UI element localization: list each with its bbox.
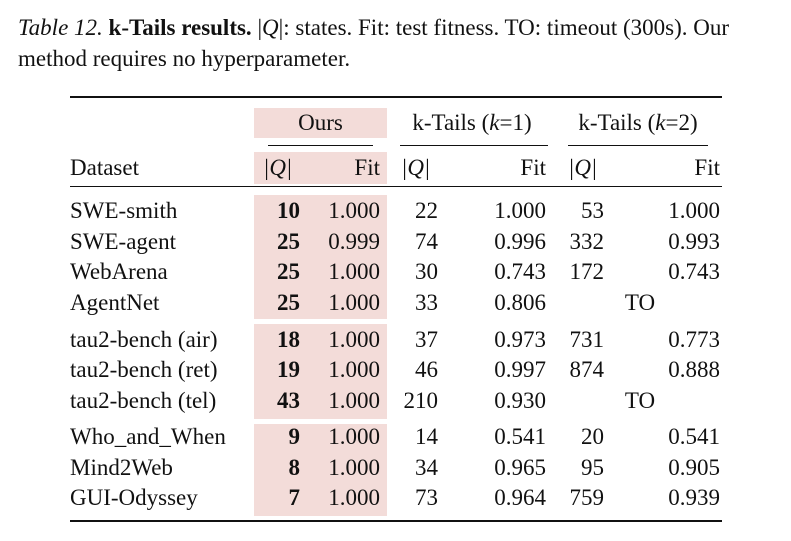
header-ours-fit: Fit (354, 155, 380, 180)
cell-k2-fit: 0.939 (668, 485, 720, 510)
cell-k2-fit: 0.888 (668, 357, 720, 382)
k1-cmidrule (400, 145, 548, 146)
cell-dataset: Who_and_When (70, 424, 226, 449)
cell-k1-fit: 0.930 (494, 388, 546, 413)
cell-k1-q: 33 (415, 290, 438, 315)
top-rule (70, 96, 722, 98)
cell-k2-q: 95 (581, 455, 604, 480)
cell-k1-q: 46 (415, 357, 438, 382)
cell-ours-q: 25 (277, 290, 300, 315)
cell-k1-q: 14 (415, 424, 438, 449)
cell-k1-q: 210 (403, 388, 439, 413)
header-dataset: Dataset (70, 155, 139, 180)
header-ktails-k2: k-Tails (k=2) (578, 110, 698, 135)
cell-k1-q: 37 (415, 327, 438, 352)
cell-ours-fit: 1.000 (328, 357, 380, 382)
cell-k1-fit: 0.996 (494, 229, 546, 254)
cell-dataset: GUI-Odyssey (70, 485, 198, 510)
cell-k1-fit: 0.965 (494, 455, 546, 480)
cell-ours-fit: 0.999 (328, 229, 380, 254)
cell-dataset: tau2-bench (tel) (70, 388, 217, 413)
cell-ours-fit: 1.000 (328, 455, 380, 480)
cell-k1-fit: 0.973 (494, 327, 546, 352)
header-k2-q: |Q| (568, 155, 598, 180)
caption-title: k-Tails results. (108, 15, 252, 40)
header-ktails-k1: k-Tails (k=1) (412, 110, 532, 135)
caption-text-2: |: states. Fit: test fitness. TO: timeou… (18, 15, 729, 71)
cell-k2-fit: 0.541 (668, 424, 720, 449)
cell-k1-fit: 0.964 (494, 485, 546, 510)
cell-k1-q: 74 (415, 229, 438, 254)
cell-k2-q: 759 (569, 485, 605, 510)
cell-k2-fit: 1.000 (668, 198, 720, 223)
cell-k2-q: 20 (581, 424, 604, 449)
cell-dataset: tau2-bench (air) (70, 327, 218, 352)
cell-dataset: SWE-agent (70, 229, 177, 254)
cell-k2-timeout: TO (624, 290, 656, 315)
cell-k2-fit: 0.743 (668, 259, 720, 284)
cell-ours-q: 19 (277, 357, 300, 382)
cell-dataset: SWE-smith (70, 198, 178, 223)
cell-k1-q: 73 (415, 485, 438, 510)
cell-dataset: Mind2Web (70, 455, 173, 480)
cell-k2-q: 332 (569, 229, 605, 254)
cell-ours-fit: 1.000 (328, 198, 380, 223)
ours-group1-highlight (254, 195, 387, 319)
cell-k2-q: 874 (569, 357, 605, 382)
cell-k1-fit: 0.806 (494, 290, 546, 315)
cell-k1-q: 22 (415, 198, 438, 223)
header-ours-q: |Q| (263, 155, 293, 180)
cell-k2-fit: 0.993 (668, 229, 720, 254)
header-rule (70, 186, 722, 187)
cell-k2-q: 53 (581, 198, 604, 223)
cell-k2-timeout: TO (624, 388, 656, 413)
cell-k2-fit: 0.905 (668, 455, 720, 480)
ours-group3-highlight (254, 424, 387, 516)
cell-k2-q: 172 (569, 259, 605, 284)
cell-k1-fit: 0.997 (494, 357, 546, 382)
cell-k1-fit: 0.541 (494, 424, 546, 449)
k2-cmidrule (568, 145, 708, 146)
header-k1-fit: Fit (520, 155, 546, 180)
cell-k1-q: 34 (415, 455, 438, 480)
caption-q-symbol: Q (262, 15, 279, 40)
ours-group2-highlight (254, 324, 387, 419)
header-k2-fit: Fit (694, 155, 720, 180)
caption-label: Table 12. (18, 15, 103, 40)
bottom-rule (70, 520, 722, 522)
cell-ours-q: 18 (277, 327, 300, 352)
header-k1-q: |Q| (401, 155, 431, 180)
cell-k1-fit: 1.000 (494, 198, 546, 223)
cell-ours-fit: 1.000 (328, 388, 380, 413)
ours-subheader-highlight (254, 152, 387, 184)
cell-k1-fit: 0.743 (494, 259, 546, 284)
cell-ours-q: 25 (277, 229, 300, 254)
cell-k2-fit: 0.773 (668, 327, 720, 352)
cell-k2-q: 731 (569, 327, 605, 352)
ours-cmidrule (268, 145, 373, 146)
cell-dataset: WebArena (70, 259, 168, 284)
cell-ours-fit: 1.000 (328, 424, 380, 449)
header-ours: Ours (298, 110, 343, 135)
cell-ours-q: 10 (277, 198, 300, 223)
cell-ours-fit: 1.000 (328, 290, 380, 315)
cell-ours-q: 43 (277, 388, 300, 413)
cell-ours-fit: 1.000 (328, 327, 380, 352)
cell-ours-q: 9 (288, 424, 301, 449)
cell-ours-fit: 1.000 (328, 485, 380, 510)
cell-dataset: tau2-bench (ret) (70, 357, 218, 382)
cell-ours-q: 8 (288, 455, 301, 480)
ours-header-highlight (254, 108, 387, 138)
cell-k1-q: 30 (415, 259, 438, 284)
cell-dataset: AgentNet (70, 290, 160, 315)
table-caption: Table 12. k-Tails results. |Q|: states. … (18, 12, 778, 74)
cell-ours-q: 25 (277, 259, 300, 284)
caption-text-1: | (251, 15, 263, 40)
cell-ours-q: 7 (288, 485, 301, 510)
cell-ours-fit: 1.000 (328, 259, 380, 284)
